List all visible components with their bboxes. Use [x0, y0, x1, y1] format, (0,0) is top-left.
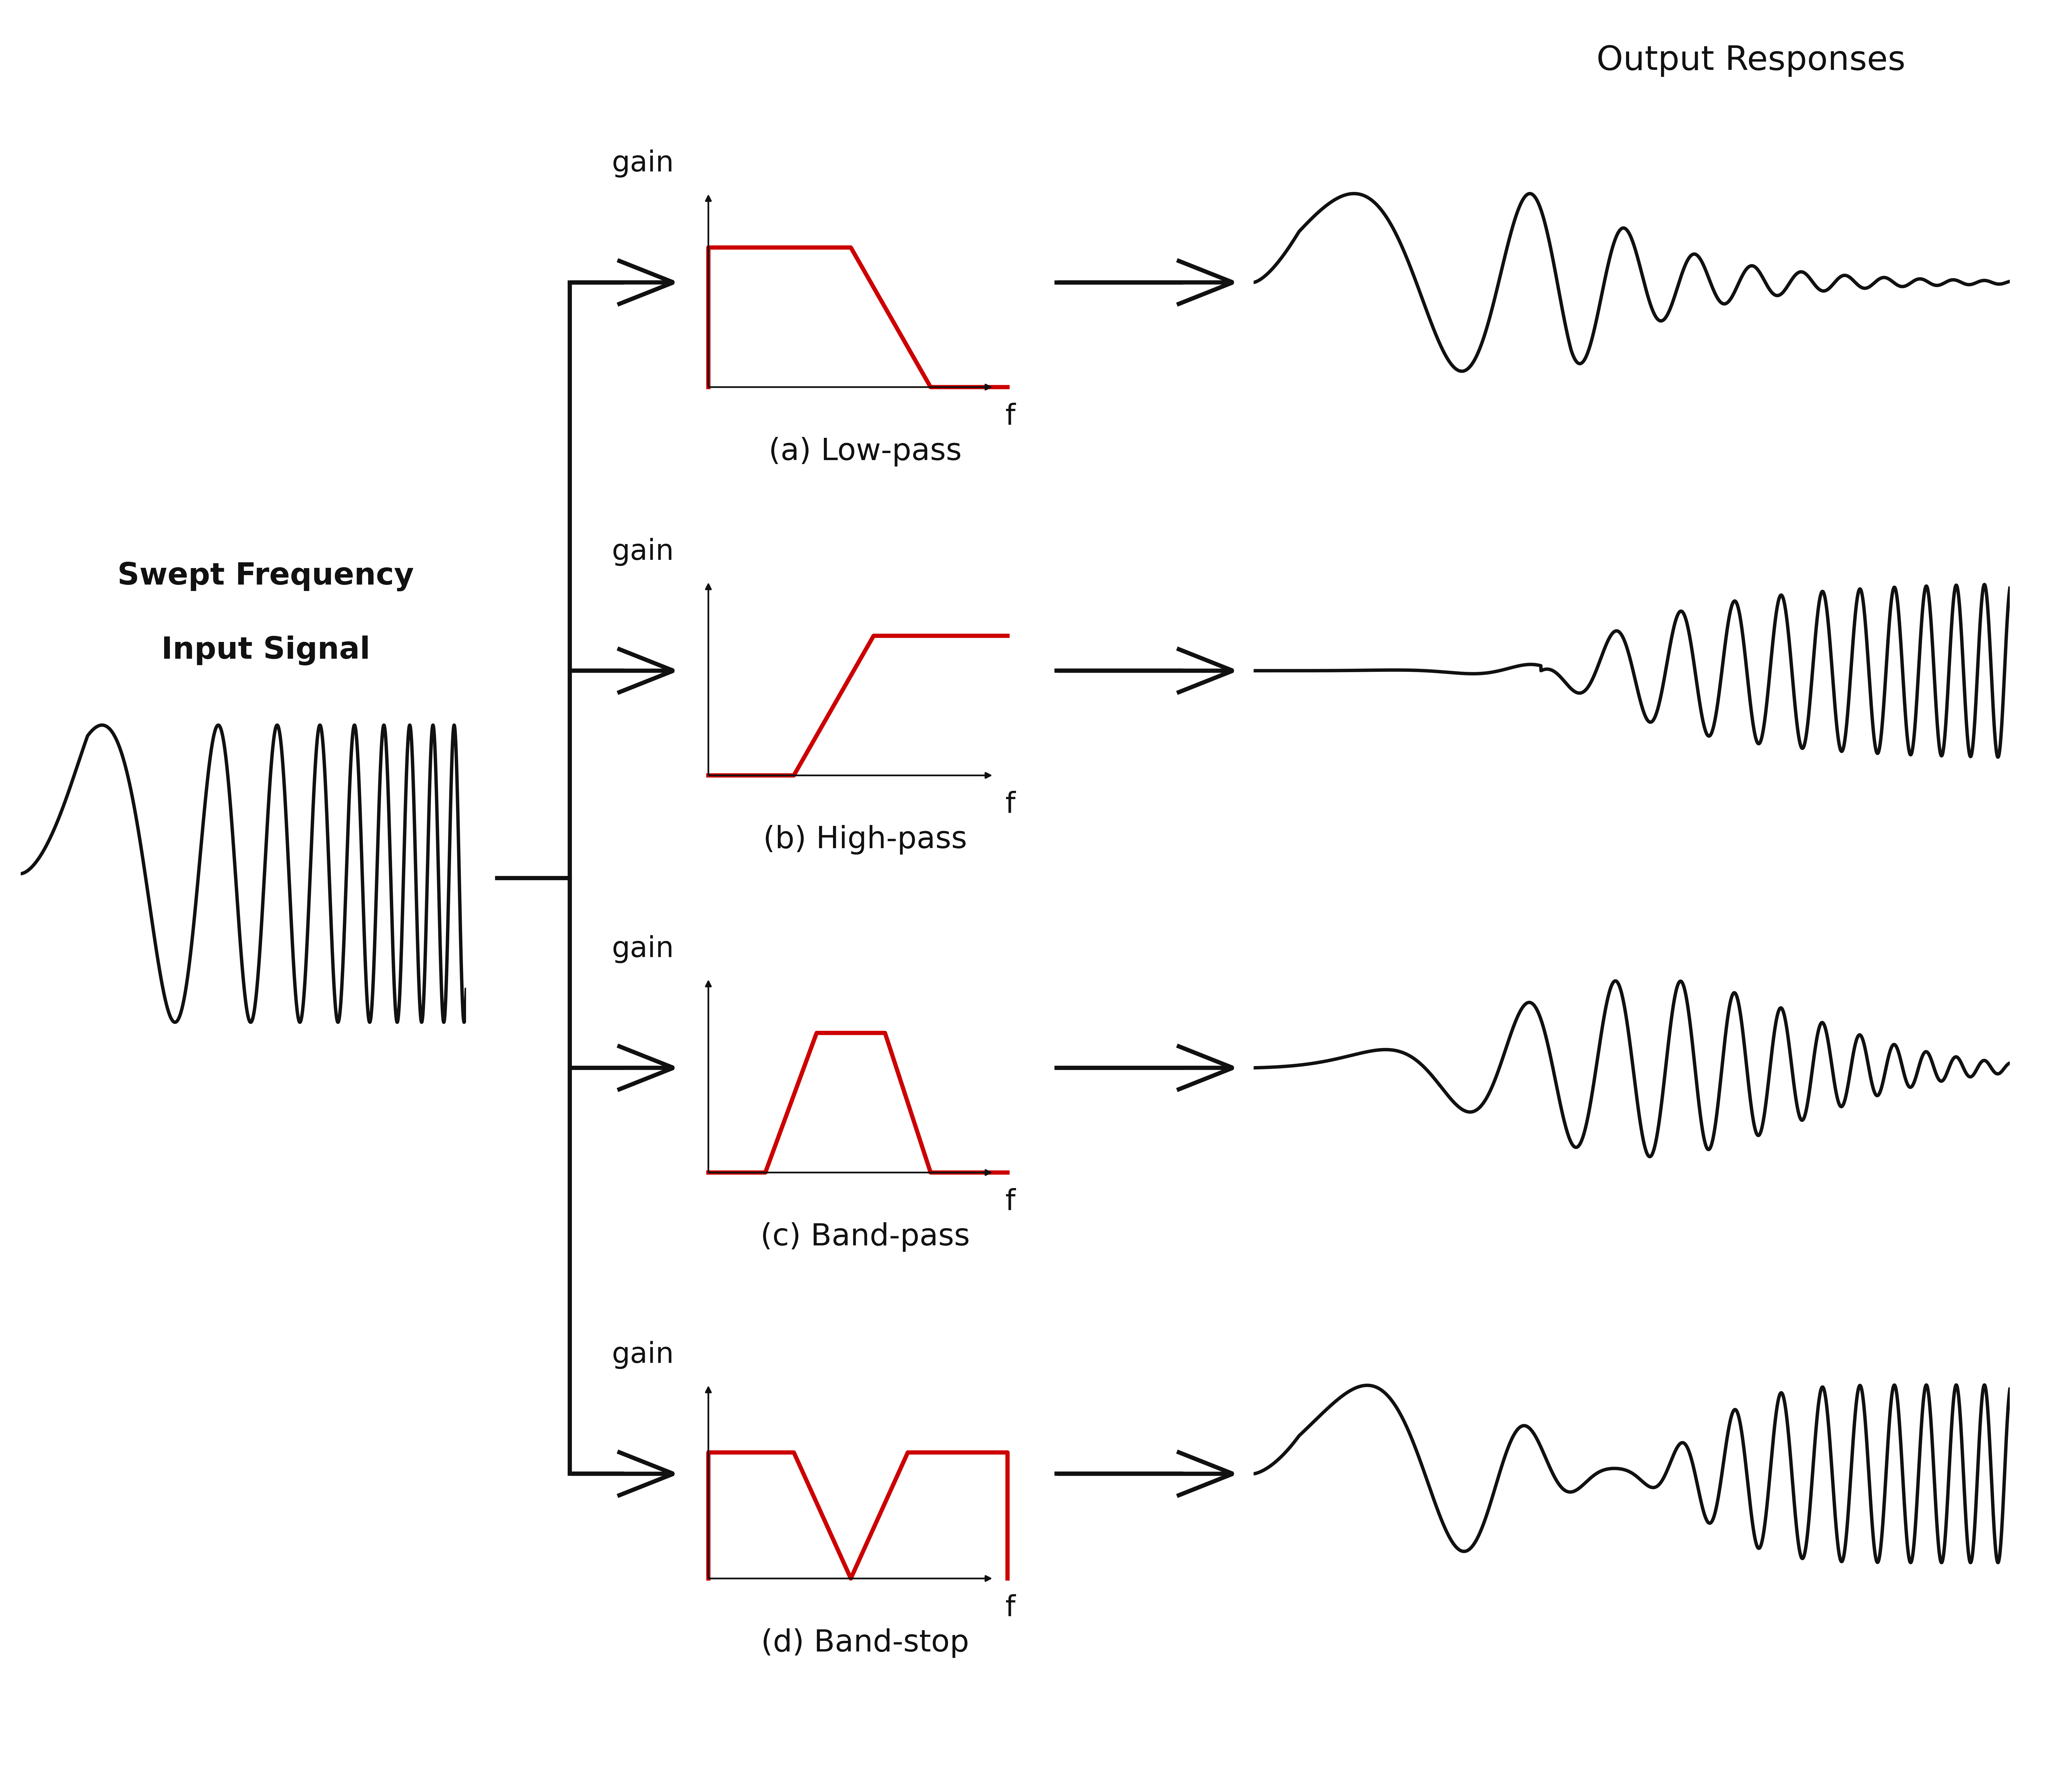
Text: (d) Band-stop: (d) Band-stop [760, 1627, 970, 1657]
Text: Input Signal: Input Signal [162, 635, 371, 665]
Text: gain: gain [611, 935, 673, 964]
Text: (a) Low-pass: (a) Low-pass [769, 438, 961, 466]
Text: gain: gain [611, 1341, 673, 1370]
Text: f: f [1005, 1594, 1015, 1622]
Text: (c) Band-pass: (c) Band-pass [760, 1221, 970, 1251]
Text: gain: gain [611, 150, 673, 178]
Text: Output Responses: Output Responses [1595, 44, 1906, 76]
Text: gain: gain [611, 538, 673, 567]
Text: (b) High-pass: (b) High-pass [762, 826, 968, 854]
Text: f: f [1005, 402, 1015, 431]
Text: f: f [1005, 1188, 1015, 1216]
Text: Swept Frequency: Swept Frequency [118, 561, 414, 591]
Text: f: f [1005, 791, 1015, 819]
